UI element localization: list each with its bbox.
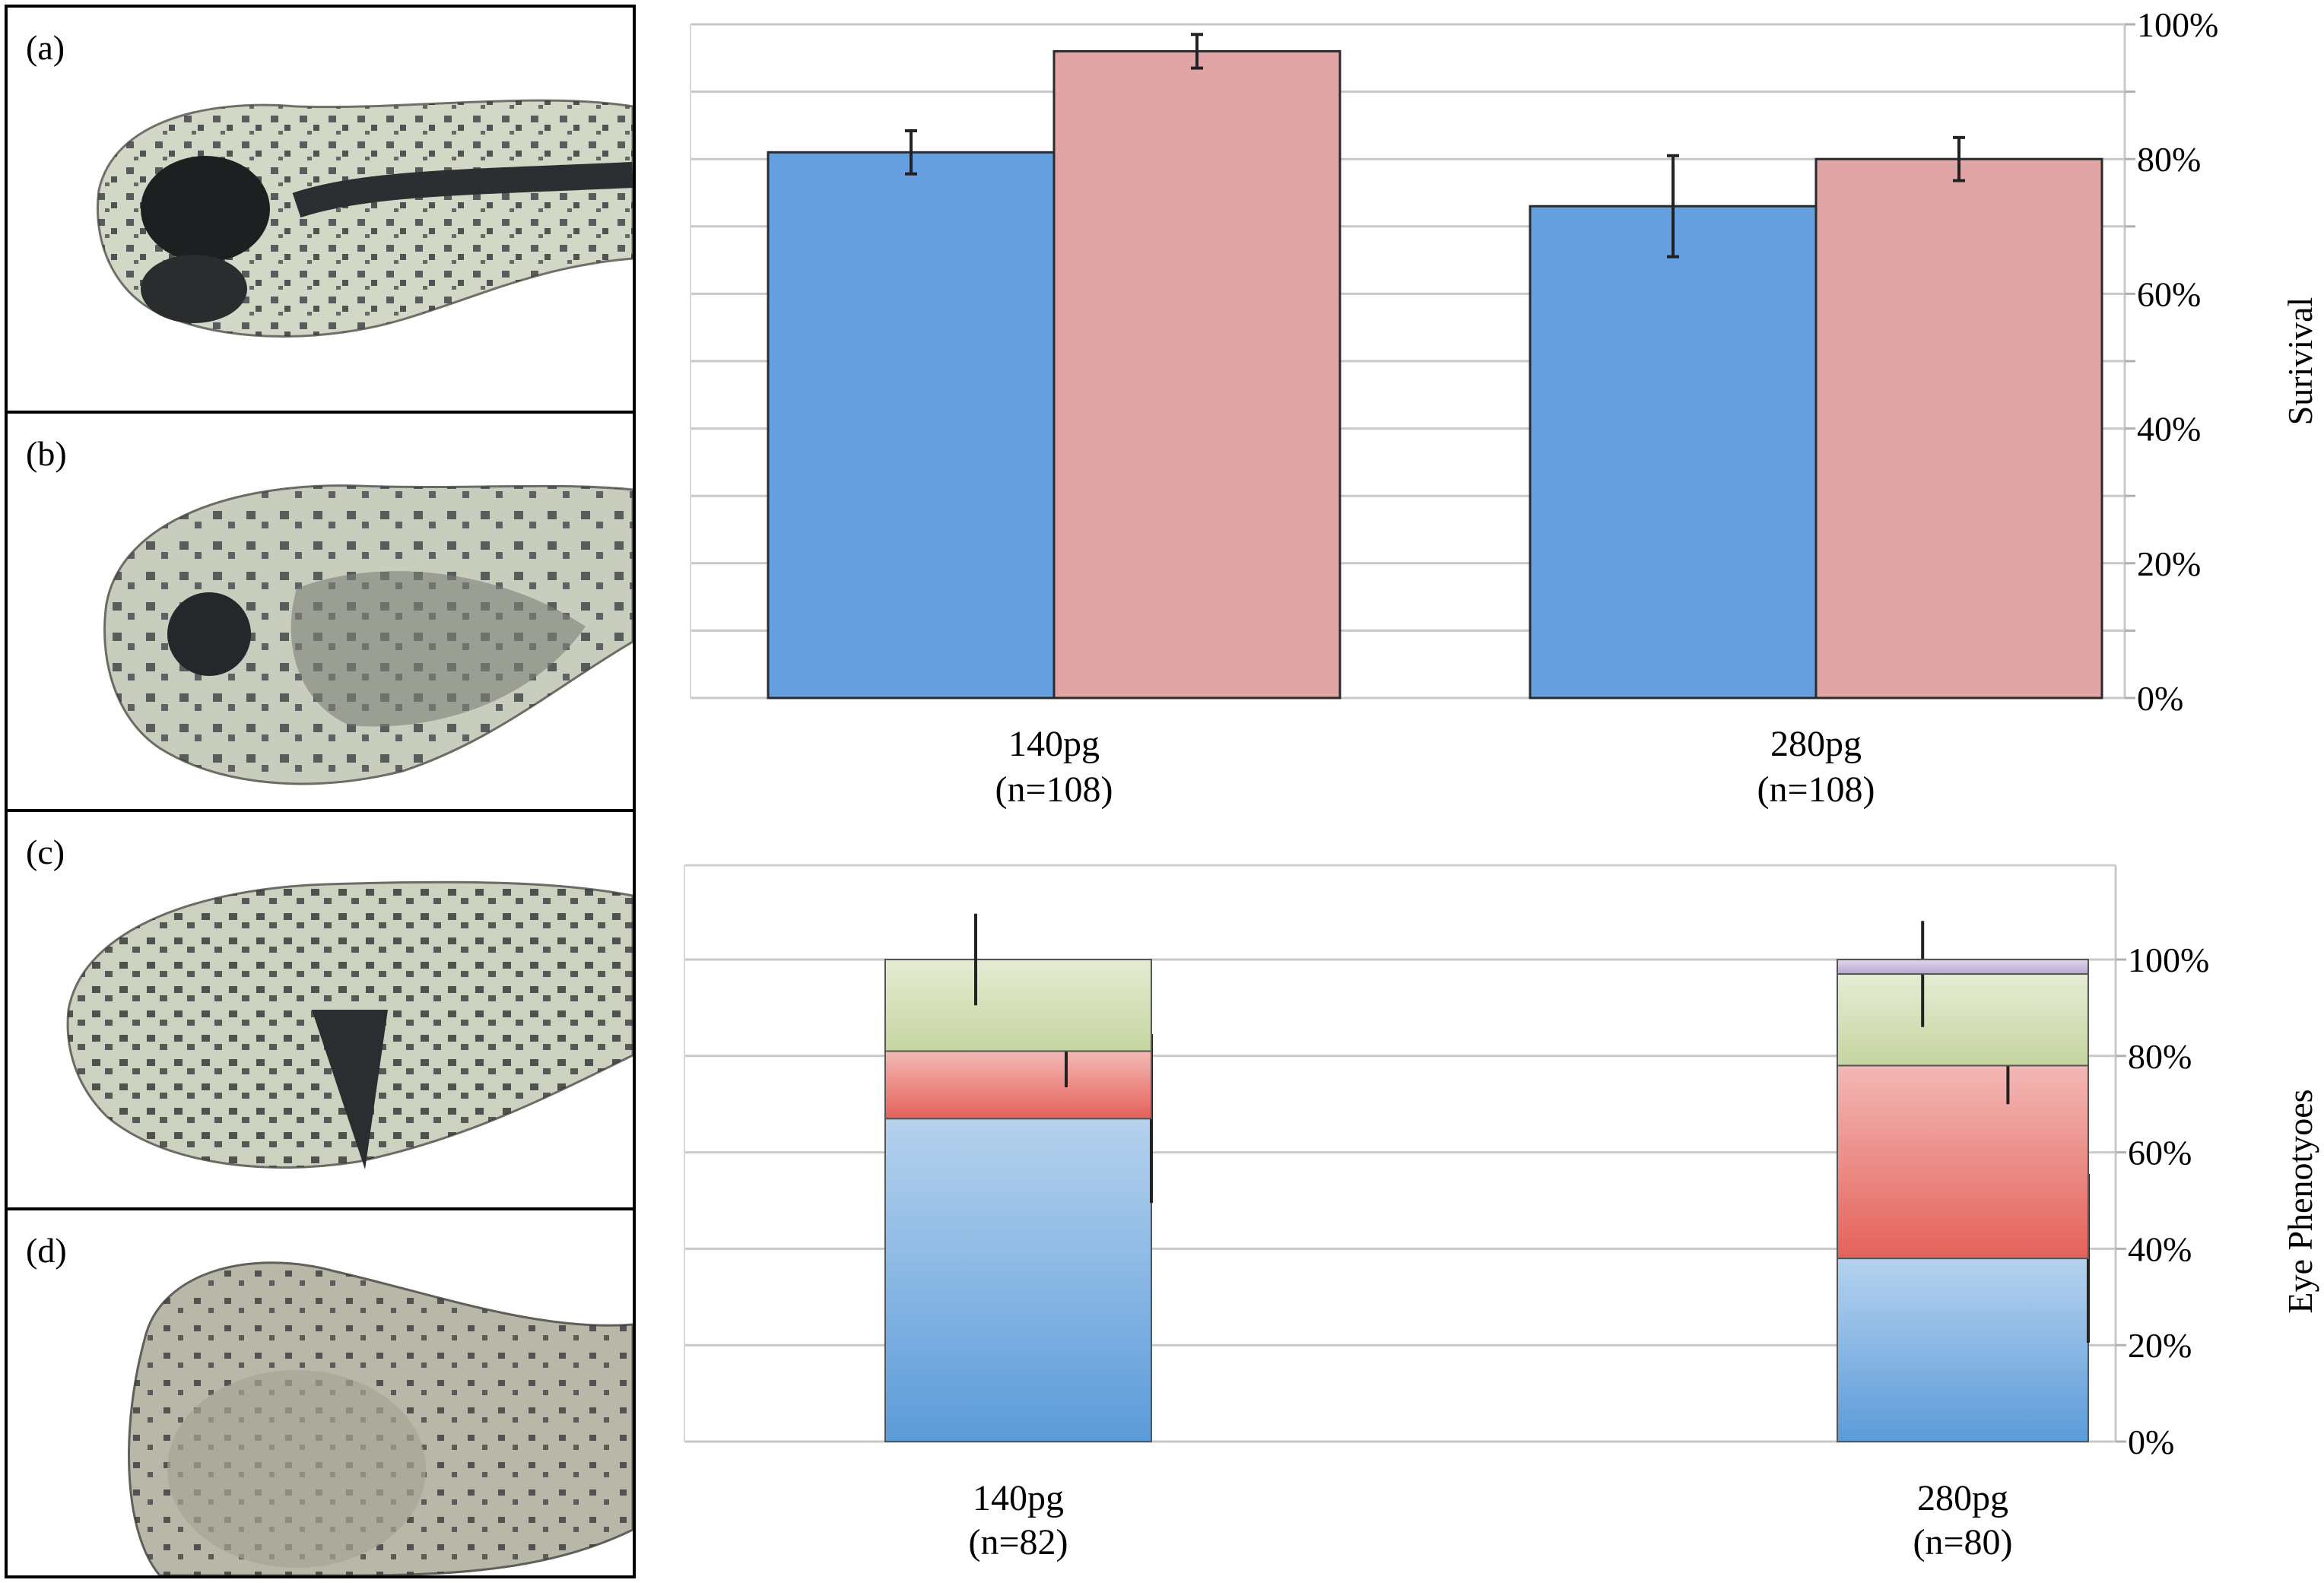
category-sublabel: (n=108) — [995, 769, 1113, 810]
embryo-image-c — [66, 880, 633, 1169]
y-tick-label: 20% — [2137, 544, 2201, 583]
stacked-bar-segment — [1837, 973, 2089, 1067]
embryo-panel-a: (a) — [5, 5, 636, 414]
panel-label: (b) — [26, 434, 67, 473]
panel-label: (d) — [26, 1231, 67, 1270]
category-label: 280pg — [1770, 724, 1862, 764]
error-bar — [1191, 33, 1203, 70]
embryo-image-d — [128, 1261, 633, 1575]
y-tick-label: 60% — [2137, 274, 2201, 313]
y-tick-label: 40% — [2128, 1229, 2192, 1268]
y-tick-label: 80% — [2128, 1037, 2192, 1076]
panel-label: (c) — [26, 833, 65, 871]
stacked-bar-segment — [1837, 1258, 2089, 1442]
category-sublabel: (n=82) — [968, 1522, 1068, 1562]
stacked-bar-segment — [884, 1118, 1152, 1442]
y-tick-label: 100% — [2137, 5, 2218, 44]
y-axis-label: Surivival — [2281, 297, 2319, 426]
eye-phenotypes-chart: 0%20%40%60%80%100%Eye Phenotyoes140pg(n=… — [684, 864, 2319, 1562]
error-bar — [1953, 135, 1965, 182]
category-label: 140pg — [973, 1478, 1064, 1518]
error-bar — [1667, 154, 1679, 259]
bar — [1052, 49, 1341, 700]
y-tick-label: 0% — [2137, 679, 2183, 718]
y-axis-label: Eye Phenotyoes — [2281, 1089, 2319, 1313]
embryo-image-b — [103, 484, 633, 785]
category-sublabel: (n=80) — [1913, 1522, 2012, 1562]
stacked-bar-segment — [1837, 959, 2089, 975]
error-bar — [905, 128, 917, 176]
bar — [1529, 205, 1818, 700]
embryo-panel-b: (b) — [5, 411, 636, 812]
bar — [1814, 157, 2103, 700]
y-tick-label: 20% — [2128, 1326, 2192, 1365]
y-tick-label: 40% — [2137, 410, 2201, 449]
category-sublabel: (n=108) — [1757, 769, 1875, 810]
embryo-panel-d: (d) — [5, 1207, 636, 1578]
stacked-bar-segment — [1837, 1064, 2089, 1260]
category-label: 280pg — [1917, 1478, 2008, 1518]
panel-label: (a) — [26, 28, 65, 67]
embryo-image-a — [97, 99, 633, 338]
y-tick-label: 60% — [2128, 1134, 2192, 1172]
survival-chart: 0% 20% 40% 60% 80% 100% Surivival 140pg (n=108) 2… — [690, 5, 2319, 810]
bar — [767, 151, 1056, 700]
embryo-panel-c: (c) — [5, 809, 636, 1210]
stacked-bar-segment — [884, 959, 1152, 1052]
stacked-bar-segment — [884, 1050, 1152, 1120]
y-tick-label: 0% — [2128, 1423, 2174, 1461]
y-tick-label: 100% — [2128, 941, 2209, 979]
category-label: 140pg — [1008, 724, 1100, 764]
y-tick-label: 80% — [2137, 140, 2201, 179]
